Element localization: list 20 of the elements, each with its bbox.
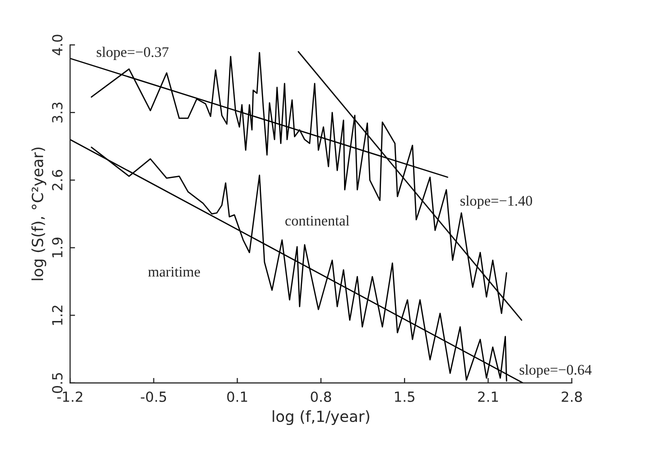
- x-tick-label: 2.8: [562, 391, 582, 402]
- x-tick-label: 1.5: [395, 392, 414, 402]
- x-tick-label: 0.1: [227, 391, 248, 402]
- y-tick-label: 1.9: [52, 238, 63, 258]
- y-tick-label: 0.5: [52, 373, 63, 394]
- y-tick-label: 4.0: [52, 34, 63, 56]
- x-axis-title: log (f,1/year): [272, 410, 370, 426]
- annotation: maritime: [148, 266, 200, 277]
- y-axis-title: log (S(f), °C²year): [31, 148, 46, 280]
- x-tick-label: 2.1: [478, 391, 498, 402]
- annotation: continental: [285, 215, 350, 226]
- x-tick-label: -0.5: [140, 391, 166, 402]
- y-tick-label: 3.3: [52, 102, 63, 122]
- annotation: slope=−0.64: [520, 364, 592, 378]
- y-tick-label: 2.6: [52, 170, 63, 190]
- x-tick-label: -1.2: [57, 391, 82, 402]
- x-tick-label: 0.8: [310, 391, 332, 402]
- y-tick-label: 1.2: [52, 306, 62, 325]
- annotation: slope=−1.40: [460, 195, 532, 209]
- annotation: slope=−0.37: [96, 46, 169, 60]
